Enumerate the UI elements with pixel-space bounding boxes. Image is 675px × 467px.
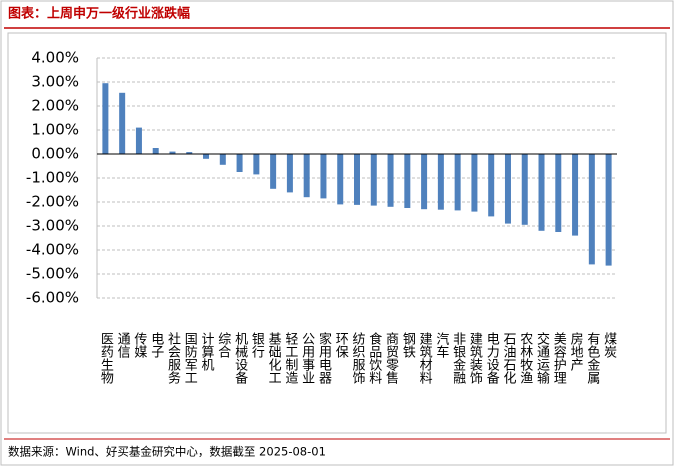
y-tick-label: -6.00%: [26, 289, 79, 307]
bar: [102, 83, 109, 154]
bar: [169, 151, 176, 154]
x-tick-label: 煤炭: [601, 332, 617, 359]
bar: [488, 154, 495, 217]
x-tick-label: 电子: [148, 332, 164, 358]
x-tick-label: 食品饮料: [366, 331, 382, 384]
y-tick-label: 2.00%: [31, 97, 79, 115]
x-tick-label: 建筑装饰: [467, 332, 483, 384]
bar: [370, 154, 377, 206]
plot-frame: [7, 32, 667, 434]
x-tick-label: 银行: [249, 332, 265, 359]
x-tick-label: 计算机: [199, 332, 215, 372]
bar: [605, 154, 612, 266]
bar: [236, 154, 243, 172]
bar: [454, 154, 461, 211]
x-tick-label: 通信: [115, 332, 130, 358]
x-tick-label: 环保: [333, 332, 349, 358]
bar: [320, 154, 327, 199]
bar: [119, 92, 126, 154]
bar: [337, 154, 344, 205]
bar: [152, 148, 159, 154]
bar: [521, 154, 528, 225]
bar: [219, 154, 226, 165]
bar: [421, 154, 428, 210]
bar: [303, 154, 310, 198]
x-tick-label: 建筑材料: [417, 332, 433, 384]
bar: [253, 154, 260, 175]
bar: [588, 154, 595, 265]
x-tick-label: 电力设备: [484, 332, 500, 385]
x-tick-label: 交通运输: [534, 331, 550, 384]
y-tick-label: -1.00%: [26, 169, 79, 187]
x-tick-label: 有色金属: [584, 332, 600, 385]
y-tick-label: -4.00%: [26, 241, 79, 259]
y-tick-label: 0.00%: [31, 145, 79, 163]
bar: [203, 154, 210, 159]
x-tick-label: 传媒: [131, 332, 147, 358]
y-tick-label: 4.00%: [31, 49, 79, 67]
bar: [404, 154, 411, 208]
chart-title: 图表：上周申万一级行业涨跌幅: [8, 6, 190, 22]
x-tick-label: 商贸零售: [383, 332, 399, 384]
bar: [135, 127, 142, 154]
y-tick-label: -5.00%: [26, 265, 79, 283]
bar: [286, 154, 293, 193]
x-tick-label: 公用事业: [299, 332, 315, 384]
x-tick-label: 综合: [215, 332, 231, 358]
x-tick-label: 国防军工: [182, 332, 198, 384]
bar: [437, 154, 444, 210]
x-tick-label: 美容护理: [551, 332, 567, 384]
x-tick-label: 机械设备: [232, 332, 248, 385]
bar: [186, 152, 193, 154]
x-tick-label: 汽车: [433, 332, 449, 358]
bar: [504, 154, 511, 224]
x-tick-label: 家用电器: [316, 331, 332, 385]
bar: [270, 154, 277, 189]
x-tick-label: 房地产: [568, 331, 584, 372]
y-tick-label: 1.00%: [31, 121, 79, 139]
x-tick-label: 钢铁: [400, 332, 416, 358]
source: 数据来源：Wind、好买基金研究中心，数据截至 2025-08-01: [8, 445, 326, 459]
x-tick-label: 轻工制造: [282, 332, 298, 385]
y-tick-label: -2.00%: [26, 193, 79, 211]
bar: [572, 154, 579, 236]
bar: [387, 154, 394, 207]
x-tick-label: 基础化工: [266, 332, 282, 384]
bar: [354, 154, 360, 205]
bar: [555, 154, 562, 232]
x-tick-label: 农林牧渔: [517, 332, 533, 384]
y-tick-label: -3.00%: [26, 217, 79, 235]
y-tick-label: 3.00%: [31, 73, 79, 91]
x-tick-label: 纺织服饰: [350, 332, 366, 384]
x-tick-label: 医药生物: [98, 332, 114, 385]
bar: [471, 154, 478, 212]
x-tick-label: 非银金融: [450, 332, 466, 384]
x-tick-label: 社会服务: [165, 331, 181, 384]
x-tick-label: 石油石化: [500, 332, 516, 385]
bar: [538, 154, 545, 231]
